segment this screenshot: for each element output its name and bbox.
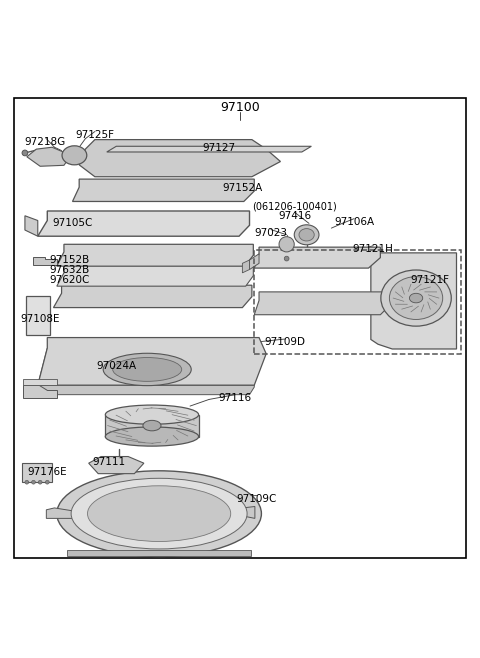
- Polygon shape: [250, 254, 259, 270]
- Ellipse shape: [299, 228, 314, 241]
- Text: 97152A: 97152A: [222, 183, 263, 193]
- Text: 97106A: 97106A: [334, 217, 374, 227]
- Polygon shape: [25, 216, 38, 236]
- Polygon shape: [243, 507, 255, 519]
- Polygon shape: [47, 508, 75, 519]
- Polygon shape: [105, 415, 199, 436]
- Text: 97152B: 97152B: [49, 255, 90, 265]
- Bar: [22, 463, 51, 482]
- Text: 97023: 97023: [254, 228, 288, 238]
- Text: 97109D: 97109D: [264, 338, 306, 347]
- Text: 97108E: 97108E: [21, 315, 60, 324]
- Polygon shape: [371, 253, 456, 349]
- Circle shape: [279, 237, 294, 252]
- Text: 97176E: 97176E: [27, 467, 67, 477]
- Polygon shape: [38, 338, 266, 385]
- Ellipse shape: [409, 293, 423, 303]
- Ellipse shape: [143, 420, 161, 431]
- Circle shape: [284, 256, 289, 261]
- Circle shape: [25, 480, 29, 484]
- Polygon shape: [254, 247, 380, 268]
- Text: 97111: 97111: [93, 457, 126, 467]
- Text: 97218G: 97218G: [24, 137, 66, 147]
- Text: 97121H: 97121H: [353, 244, 394, 254]
- Ellipse shape: [87, 486, 231, 542]
- Polygon shape: [72, 179, 254, 201]
- Polygon shape: [53, 285, 252, 307]
- Polygon shape: [27, 147, 71, 166]
- Ellipse shape: [113, 357, 182, 382]
- Polygon shape: [79, 139, 280, 177]
- Polygon shape: [33, 257, 57, 265]
- Text: 97632B: 97632B: [49, 265, 90, 274]
- Polygon shape: [254, 292, 392, 315]
- Ellipse shape: [389, 276, 443, 320]
- Ellipse shape: [105, 427, 199, 446]
- Ellipse shape: [71, 478, 247, 549]
- Text: 97109C: 97109C: [237, 494, 277, 504]
- Text: 97416: 97416: [278, 211, 312, 220]
- Circle shape: [38, 480, 42, 484]
- Circle shape: [32, 480, 36, 484]
- Polygon shape: [38, 211, 250, 236]
- Polygon shape: [67, 550, 251, 556]
- Bar: [254, 251, 461, 354]
- Ellipse shape: [103, 353, 191, 386]
- Circle shape: [46, 480, 49, 484]
- Text: 97620C: 97620C: [49, 275, 90, 285]
- Text: 97116: 97116: [219, 393, 252, 403]
- Polygon shape: [24, 385, 57, 398]
- Circle shape: [22, 150, 28, 156]
- Ellipse shape: [62, 146, 87, 165]
- Polygon shape: [38, 348, 48, 395]
- Text: (061206-100401): (061206-100401): [252, 201, 337, 211]
- Text: 97024A: 97024A: [96, 361, 136, 371]
- Polygon shape: [57, 263, 253, 286]
- Text: 97100: 97100: [220, 101, 260, 114]
- Text: 97121F: 97121F: [411, 275, 450, 285]
- Ellipse shape: [57, 470, 262, 557]
- Bar: [26, 295, 49, 335]
- Polygon shape: [24, 379, 57, 385]
- Text: 97105C: 97105C: [52, 218, 93, 228]
- Polygon shape: [33, 385, 254, 395]
- Text: 97125F: 97125F: [75, 130, 114, 140]
- Ellipse shape: [294, 225, 319, 245]
- Polygon shape: [57, 244, 253, 266]
- Polygon shape: [242, 260, 250, 273]
- Ellipse shape: [381, 270, 451, 326]
- Text: 97127: 97127: [202, 143, 235, 153]
- Polygon shape: [107, 146, 312, 152]
- Polygon shape: [89, 457, 144, 474]
- Ellipse shape: [105, 405, 199, 424]
